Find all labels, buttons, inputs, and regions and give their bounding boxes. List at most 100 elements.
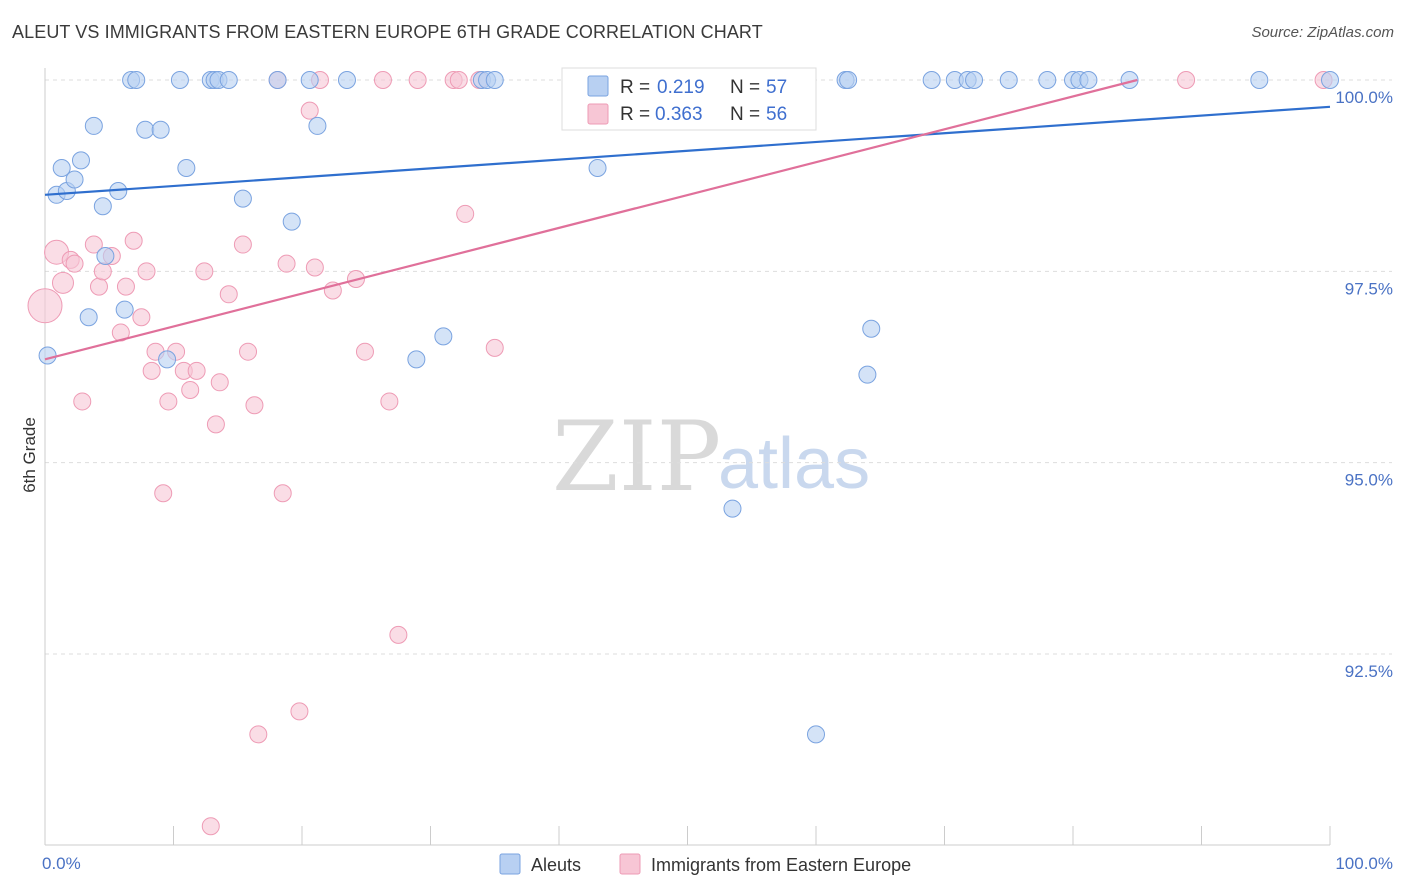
watermark-zip: ZIP bbox=[552, 401, 721, 513]
data-point-aleuts bbox=[999, 71, 1018, 89]
data-point-aleuts bbox=[407, 350, 426, 369]
data-point-aleuts bbox=[233, 189, 252, 208]
data-point-immigrants bbox=[159, 392, 178, 411]
y-axis-label: 6th Grade bbox=[20, 417, 39, 493]
data-point-aleuts bbox=[219, 71, 238, 89]
data-point-immigrants bbox=[89, 277, 108, 296]
data-point-aleuts bbox=[96, 247, 115, 266]
data-point-aleuts bbox=[136, 120, 155, 139]
data-point-immigrants bbox=[132, 308, 151, 327]
y-tick-label: 97.5% bbox=[1345, 279, 1393, 298]
legend-n-label-immigrants: N = bbox=[730, 104, 760, 125]
legend-swatch-aleuts bbox=[587, 75, 609, 97]
bottom-legend-label-aleuts: Aleuts bbox=[531, 855, 581, 875]
watermark-atlas: atlas bbox=[718, 424, 870, 504]
data-point-aleuts bbox=[434, 327, 453, 346]
data-point-immigrants bbox=[456, 204, 475, 223]
data-point-aleuts bbox=[1038, 71, 1057, 89]
bottom-legend-swatch-immigrants bbox=[619, 853, 641, 875]
series-legend: Aleuts Immigrants from Eastern Europe bbox=[499, 853, 911, 875]
data-point-immigrants bbox=[201, 817, 220, 836]
data-point-immigrants bbox=[84, 235, 103, 254]
data-point-immigrants bbox=[249, 725, 268, 744]
data-point-aleuts bbox=[1079, 71, 1098, 89]
data-point-aleuts bbox=[52, 159, 71, 178]
data-point-aleuts bbox=[115, 300, 134, 319]
legend-r-value-immigrants: 0.363 bbox=[655, 104, 703, 125]
data-point-immigrants bbox=[233, 235, 252, 254]
legend-r-label-immigrants: R = bbox=[620, 104, 650, 125]
data-point-immigrants bbox=[300, 101, 319, 120]
data-point-immigrants bbox=[93, 262, 112, 281]
stats-legend: R = 0.219 N = 57 R = 0.363 N = 56 bbox=[561, 67, 817, 131]
legend-r-value-aleuts: 0.219 bbox=[657, 77, 705, 98]
data-point-aleuts bbox=[839, 71, 858, 89]
legend-n-value-immigrants: 56 bbox=[766, 104, 787, 125]
bottom-legend-label-immigrants: Immigrants from Eastern Europe bbox=[651, 855, 911, 875]
data-point-aleuts bbox=[1321, 71, 1339, 89]
data-point-aleuts bbox=[1250, 71, 1269, 89]
data-point-aleuts bbox=[177, 159, 196, 178]
data-point-immigrants bbox=[195, 262, 214, 281]
y-tick-label: 100.0% bbox=[1335, 88, 1393, 107]
grid-lines bbox=[45, 79, 1392, 655]
y-tick-label: 95.0% bbox=[1345, 471, 1393, 490]
data-point-immigrants bbox=[389, 625, 408, 644]
data-point-aleuts bbox=[965, 71, 984, 89]
data-point-immigrants bbox=[277, 254, 296, 273]
data-point-immigrants bbox=[245, 396, 264, 415]
data-point-immigrants bbox=[210, 373, 229, 392]
data-point-aleuts bbox=[337, 71, 356, 89]
data-point-immigrants bbox=[154, 484, 173, 503]
data-point-aleuts bbox=[127, 71, 146, 89]
trend-line-aleuts bbox=[44, 105, 1331, 196]
data-point-aleuts bbox=[151, 120, 170, 139]
legend-n-label-aleuts: N = bbox=[730, 77, 760, 98]
data-point-aleuts bbox=[300, 71, 319, 89]
data-point-immigrants bbox=[239, 342, 258, 361]
y-tick-label: 92.5% bbox=[1345, 662, 1393, 681]
data-point-immigrants bbox=[355, 342, 374, 361]
data-point-aleuts bbox=[308, 116, 327, 135]
x-tick-label: 100.0% bbox=[1335, 854, 1393, 873]
data-point-aleuts bbox=[71, 151, 90, 170]
data-point-immigrants bbox=[1177, 71, 1196, 89]
series-aleuts-points bbox=[38, 71, 1339, 744]
data-point-aleuts bbox=[588, 159, 607, 178]
data-point-immigrants bbox=[485, 338, 504, 357]
source-label: Source: ZipAtlas.com bbox=[1251, 24, 1394, 41]
bottom-legend-swatch-aleuts bbox=[499, 853, 521, 875]
data-point-immigrants bbox=[137, 262, 156, 281]
data-point-aleuts bbox=[158, 350, 177, 369]
data-point-aleuts bbox=[858, 365, 877, 384]
data-point-aleuts bbox=[268, 71, 287, 89]
data-point-aleuts bbox=[170, 71, 189, 89]
data-point-aleuts bbox=[93, 197, 112, 216]
data-point-immigrants bbox=[206, 415, 225, 434]
data-point-immigrants bbox=[373, 71, 392, 89]
trend-line-immigrants bbox=[44, 78, 1138, 361]
data-point-immigrants bbox=[449, 71, 468, 89]
data-point-immigrants bbox=[124, 231, 143, 250]
data-point-aleuts bbox=[84, 116, 103, 135]
data-point-aleuts bbox=[807, 725, 825, 744]
data-point-aleuts bbox=[1120, 71, 1139, 89]
data-point-immigrants bbox=[305, 258, 324, 277]
data-point-immigrants bbox=[142, 361, 161, 380]
legend-r-label-aleuts: R = bbox=[620, 77, 650, 98]
x-tick-label: 0.0% bbox=[42, 854, 81, 873]
data-point-aleuts bbox=[922, 71, 941, 89]
data-point-immigrants bbox=[51, 271, 74, 294]
chart-title: ALEUT VS IMMIGRANTS FROM EASTERN EUROPE … bbox=[12, 22, 763, 42]
data-point-aleuts bbox=[723, 499, 742, 518]
legend-n-value-aleuts: 57 bbox=[766, 77, 787, 98]
data-point-immigrants bbox=[273, 484, 292, 503]
axes bbox=[44, 68, 1331, 846]
data-point-aleuts bbox=[485, 71, 504, 89]
trend-lines bbox=[44, 78, 1331, 361]
data-point-aleuts bbox=[79, 308, 98, 327]
data-point-immigrants bbox=[65, 254, 84, 273]
data-point-aleuts bbox=[282, 212, 301, 231]
data-point-immigrants bbox=[116, 277, 135, 296]
